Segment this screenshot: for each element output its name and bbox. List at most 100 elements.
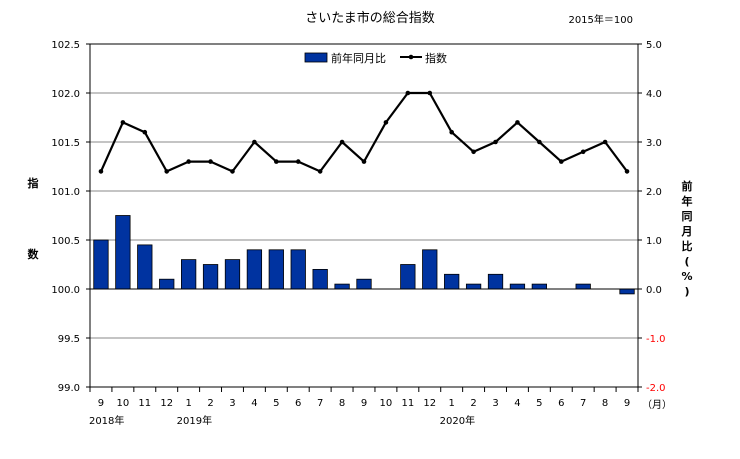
x-tick-label: 12 [160, 398, 173, 409]
index-point [186, 159, 191, 164]
index-point [449, 129, 454, 135]
x-tick-label: 10 [380, 398, 393, 409]
left-tick-label: 99.5 [58, 334, 80, 345]
legend: 前年同月比 指数 [304, 51, 447, 65]
legend-label-yoy: 前年同月比 [331, 51, 386, 65]
index-point [580, 149, 586, 155]
bar [202, 264, 219, 290]
left-axis-label-char: 指 [28, 176, 39, 190]
left-axis-label-char: 数 [28, 247, 40, 261]
x-tick-label: 8 [339, 398, 345, 409]
left-axis-label: 指数 [28, 176, 40, 261]
index-point [405, 90, 411, 96]
bar [290, 249, 306, 290]
x-tick-label: 9 [624, 398, 630, 409]
index-point [295, 159, 301, 164]
x-axis-tick-labels: 9 10 11 12 1 2 3 4 5 6 7 8 9 10 11 12 1 2 3 4 5 6 7 8 9 [98, 398, 630, 409]
bar [137, 244, 153, 290]
x-tick-label: 5 [536, 398, 542, 409]
x-tick-label: 5 [273, 398, 279, 409]
right-axis-label-char: 月 [681, 225, 693, 238]
index-point [120, 120, 126, 125]
right-axis-label-char: 前 [682, 179, 693, 193]
right-axis-label-char: % [681, 270, 692, 283]
bar [487, 273, 504, 290]
index-point [558, 159, 564, 164]
bar [159, 278, 175, 290]
right-axis-label-char: 同 [682, 210, 693, 223]
x-tick-label: 7 [580, 398, 586, 409]
year-label: 2020年 [440, 414, 475, 427]
bar [444, 273, 460, 290]
x-axis-unit-label: （月） [642, 399, 672, 411]
index-point [230, 169, 235, 174]
base-year-note: 2015年＝100 [568, 13, 633, 26]
right-axis-label-char: 年 [682, 194, 693, 208]
bar [312, 268, 328, 290]
index-point [317, 169, 323, 174]
bar [115, 215, 131, 290]
index-point [339, 139, 345, 145]
left-tick-label: 101.5 [51, 138, 80, 149]
plot-frame [89, 43, 639, 388]
year-label: 2019年 [177, 414, 212, 427]
right-tick-label: 3.0 [646, 138, 662, 149]
bar [422, 249, 438, 290]
x-tick-label: 2 [207, 398, 213, 409]
x-tick-label: 8 [602, 398, 608, 409]
right-tick-label: 5.0 [646, 40, 662, 51]
left-tick-label: 100.5 [51, 236, 80, 247]
index-point [208, 159, 213, 164]
x-tick-label: 7 [317, 398, 323, 409]
index-point [98, 169, 104, 174]
x-tick-label: 11 [138, 398, 151, 409]
chart-title: さいたま市の総合指数 [305, 10, 435, 26]
bar [619, 288, 635, 295]
right-axis-label-char: ( [684, 255, 689, 268]
x-tick-label: 3 [229, 398, 235, 409]
x-tick-label: 2 [470, 398, 476, 409]
year-label: 2018年 [89, 414, 124, 427]
left-tick-label: 102.5 [51, 40, 80, 51]
left-tick-label: 100.0 [51, 285, 80, 296]
left-tick-label: 99.0 [58, 383, 80, 394]
bar [465, 283, 482, 290]
axes [86, 43, 642, 392]
x-tick-label: 10 [117, 398, 130, 409]
index-point [427, 90, 433, 96]
index-point [164, 169, 170, 174]
x-tick-label: 1 [185, 398, 191, 409]
index-point [537, 139, 542, 145]
legend-marker-index [408, 54, 414, 60]
index-point [252, 139, 257, 145]
left-tick-label: 101.0 [51, 187, 80, 198]
right-tick-label: 0.0 [646, 285, 662, 296]
bar [93, 239, 109, 290]
right-tick-label: 4.0 [646, 89, 662, 100]
bar [400, 264, 416, 290]
x-tick-label: 6 [295, 398, 301, 409]
x-tick-label: 6 [558, 398, 564, 409]
x-tick-label: 12 [423, 398, 436, 409]
left-tick-label: 102.0 [51, 89, 80, 100]
right-tick-label: 1.0 [646, 236, 662, 247]
right-axis-label-char: ) [684, 285, 689, 298]
right-tick-label: -2.0 [646, 383, 666, 394]
year-labels: 2018年 2019年 2020年 [89, 414, 475, 427]
right-axis-label: 前年同月比 (%) [681, 179, 693, 298]
x-tick-label: 4 [514, 398, 520, 409]
bar-series-yoy [93, 215, 635, 295]
x-tick-label: 9 [98, 398, 104, 409]
index-point [274, 159, 279, 164]
bar [356, 278, 372, 290]
line-series-index [98, 90, 630, 174]
x-tick-label: 3 [492, 398, 498, 409]
right-axis-tick-labels: -2.0 -1.0 0.0 1.0 2.0 3.0 4.0 5.0 [646, 40, 666, 394]
index-point [142, 129, 148, 135]
bar [246, 249, 263, 290]
legend-label-index: 指数 [425, 51, 447, 65]
bar [224, 259, 241, 290]
x-tick-label: 11 [401, 398, 414, 409]
bar [509, 283, 526, 290]
